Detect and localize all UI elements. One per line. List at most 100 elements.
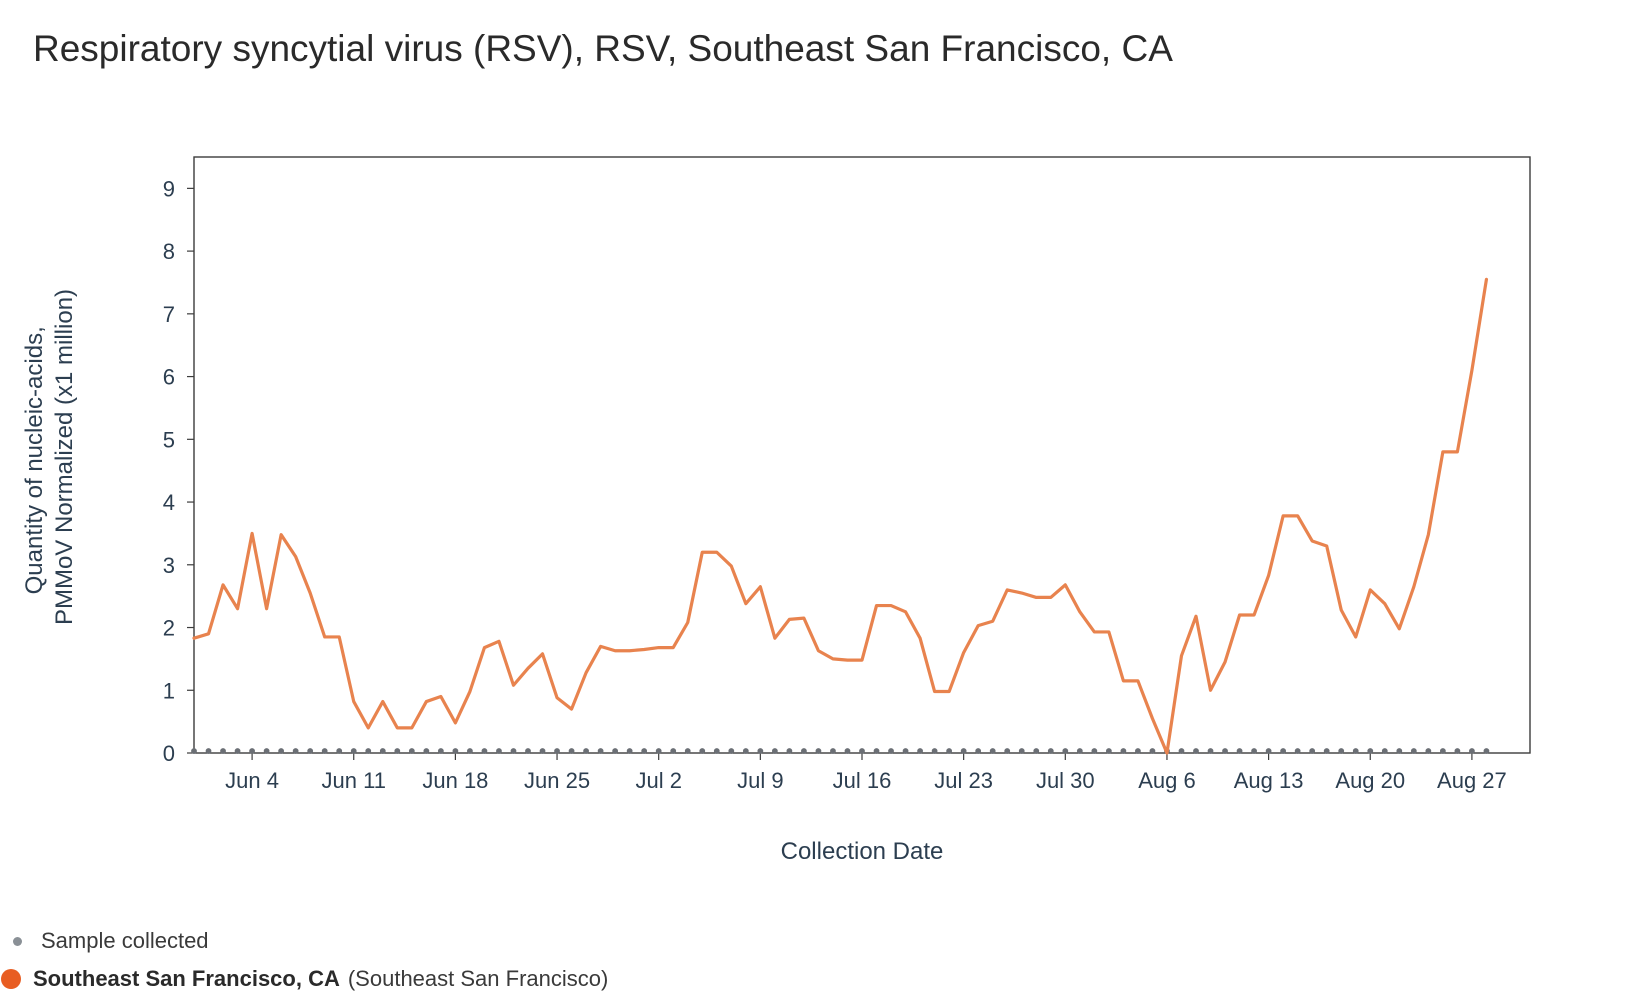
- sample-marker: [1062, 748, 1069, 754]
- x-tick-label: Aug 6: [1138, 768, 1196, 793]
- sample-marker: [307, 748, 314, 754]
- sample-marker: [539, 748, 546, 754]
- sample-marker: [1396, 748, 1403, 754]
- sample-marker: [728, 748, 735, 754]
- sample-marker: [1381, 748, 1388, 754]
- sample-marker: [220, 748, 226, 754]
- sample-marker: [249, 748, 255, 754]
- sample-marker: [365, 748, 372, 754]
- x-tick-label: Jul 2: [635, 768, 681, 793]
- legend-item-site[interactable]: Southeast San Francisco, CA (Southeast S…: [0, 960, 608, 998]
- sample-marker: [1178, 748, 1185, 754]
- sample-marker: [626, 748, 633, 754]
- sample-marker: [902, 748, 909, 754]
- sample-marker: [496, 748, 502, 754]
- y-tick-label: 6: [163, 365, 175, 390]
- series-line: [192, 277, 1489, 755]
- sample-marker: [583, 748, 589, 754]
- sample-marker: [1483, 748, 1490, 754]
- sample-marker: [597, 748, 604, 754]
- legend-samples-label: Sample collected: [41, 928, 209, 953]
- y-tick-label: 1: [163, 678, 175, 703]
- sample-marker: [786, 748, 793, 754]
- sample-marker: [960, 748, 967, 754]
- sample-marker: [670, 748, 677, 754]
- x-axis: Jun 4 Jun 11 Jun 18 Jun 25 Jul 2 Jul 9 Jul 16 J…: [225, 753, 1507, 793]
- x-tick-label: Jul 23: [934, 768, 993, 793]
- sample-marker: [379, 748, 386, 754]
- sample-marker: [946, 748, 953, 754]
- sample-marker: [931, 748, 938, 754]
- x-tick-label: Aug 13: [1234, 768, 1304, 793]
- sample-marker: [1120, 748, 1127, 754]
- sample-marker: [1323, 748, 1330, 754]
- sample-marker: [771, 748, 778, 754]
- sample-marker: [263, 748, 270, 754]
- sample-marker: [655, 748, 662, 754]
- y-tick-label: 2: [163, 616, 175, 641]
- y-tick-label: 0: [163, 741, 175, 766]
- sample-marker: [1018, 748, 1025, 754]
- x-tick-label: Jun 11: [322, 768, 386, 793]
- sample-marker: [684, 748, 691, 754]
- sample-marker: [1135, 748, 1141, 754]
- sample-marker: [815, 748, 822, 754]
- sample-marker: [1047, 748, 1054, 754]
- x-tick-label: Jul 30: [1036, 768, 1095, 793]
- sample-marker: [467, 748, 473, 754]
- sample-marker: [1338, 748, 1345, 754]
- sample-marker: [1425, 748, 1432, 754]
- x-tick-label: Jun 25: [524, 768, 590, 793]
- legend-site-label: Southeast San Francisco, CA: [33, 966, 340, 991]
- sample-marker: [1222, 748, 1228, 754]
- sample-marker: [1454, 748, 1461, 754]
- sample-marker: [525, 748, 531, 754]
- y-tick-label: 4: [163, 490, 175, 515]
- sample-marker: [1352, 748, 1359, 754]
- sample-marker: [975, 748, 982, 754]
- x-tick-label: Aug 27: [1437, 768, 1507, 793]
- sample-marker: [1309, 748, 1316, 754]
- plot-frame: [193, 156, 1531, 754]
- x-axis-title: Collection Date: [781, 838, 944, 865]
- sample-marker: [1469, 748, 1475, 754]
- sample-marker: [873, 748, 880, 754]
- sample-marker: [1207, 748, 1214, 754]
- plot-border: [193, 156, 1531, 754]
- sample-marker: [1076, 748, 1083, 754]
- sample-dot-icon: [13, 936, 22, 946]
- sample-marker: [278, 748, 285, 754]
- sample-marker: [205, 748, 212, 754]
- sample-marker: [699, 748, 706, 754]
- chart-title: Respiratory syncytial virus (RSV), RSV, …: [33, 28, 1173, 69]
- sample-marker: [191, 748, 197, 754]
- sample-marker: [394, 748, 401, 754]
- x-tick-label: Jul 16: [833, 768, 892, 793]
- sample-marker: [1251, 748, 1257, 754]
- y-axis: 0 1 2 3 4 5 6 7 8 9: [163, 176, 194, 766]
- y-tick-label: 8: [163, 239, 175, 264]
- sample-marker: [1004, 748, 1011, 754]
- y-axis-title-line-2: PMMoV Normalized (x1 million): [51, 289, 78, 625]
- sample-marker: [350, 748, 357, 754]
- sample-marker: [989, 748, 996, 754]
- sample-marker: [1439, 748, 1446, 754]
- y-axis-title: Quantity of nucleic-acids, PMMoV Normali…: [21, 289, 78, 625]
- sample-marker: [423, 748, 430, 754]
- sample-marker: [641, 748, 648, 754]
- sample-marker: [1091, 748, 1098, 754]
- sample-marker: [336, 748, 343, 754]
- sample-marker: [859, 748, 865, 754]
- y-tick-label: 5: [163, 427, 175, 452]
- x-tick-label: Aug 20: [1335, 768, 1405, 793]
- sample-marker: [408, 748, 415, 754]
- legend-item-samples[interactable]: Sample collected: [0, 922, 608, 960]
- sample-marker: [742, 748, 749, 754]
- sample-marker: [437, 748, 444, 754]
- sample-marker: [452, 748, 459, 754]
- sample-marker: [568, 748, 575, 754]
- sample-marker: [1294, 748, 1301, 754]
- x-tick-label: Jul 9: [737, 768, 783, 793]
- sample-marker: [1265, 748, 1272, 754]
- sample-marker: [757, 748, 764, 754]
